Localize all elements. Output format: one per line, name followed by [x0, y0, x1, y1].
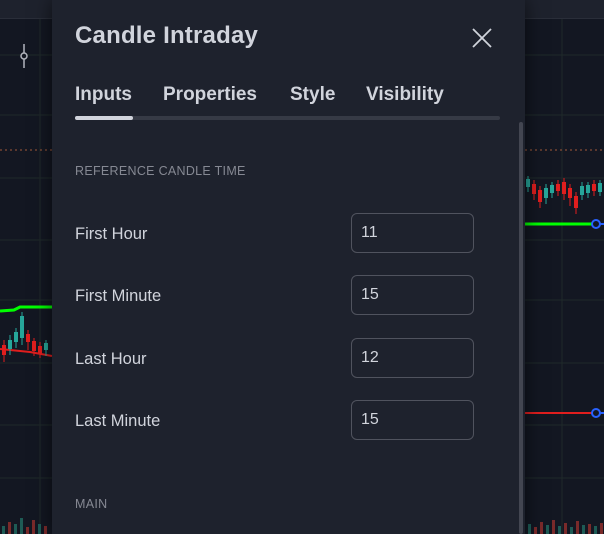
tab-style[interactable]: Style [290, 84, 336, 105]
close-icon[interactable] [470, 26, 494, 50]
dialog-scrollbar[interactable] [519, 122, 523, 534]
section-header-main: MAIN [75, 497, 108, 511]
first-minute-input[interactable] [351, 275, 474, 315]
tab-track [75, 116, 500, 120]
first-hour-input[interactable] [351, 213, 474, 253]
tab-properties[interactable]: Properties [163, 84, 257, 105]
tab-inputs[interactable]: Inputs [75, 84, 132, 105]
active-tab-indicator [75, 116, 133, 120]
last-minute-label: Last Minute [75, 412, 161, 430]
first-minute-label: First Minute [75, 287, 162, 305]
dialog-title: Candle Intraday [75, 22, 259, 49]
crosshair-tool-icon[interactable] [14, 42, 34, 70]
indicator-settings-dialog: Candle Intraday Inputs Properties Style … [52, 0, 525, 534]
section-header-reference: REFERENCE CANDLE TIME [75, 164, 246, 178]
last-hour-label: Last Hour [75, 350, 147, 368]
first-hour-label: First Hour [75, 225, 148, 243]
tab-visibility[interactable]: Visibility [366, 84, 444, 105]
last-hour-input[interactable] [351, 338, 474, 378]
last-minute-input[interactable] [351, 400, 474, 440]
